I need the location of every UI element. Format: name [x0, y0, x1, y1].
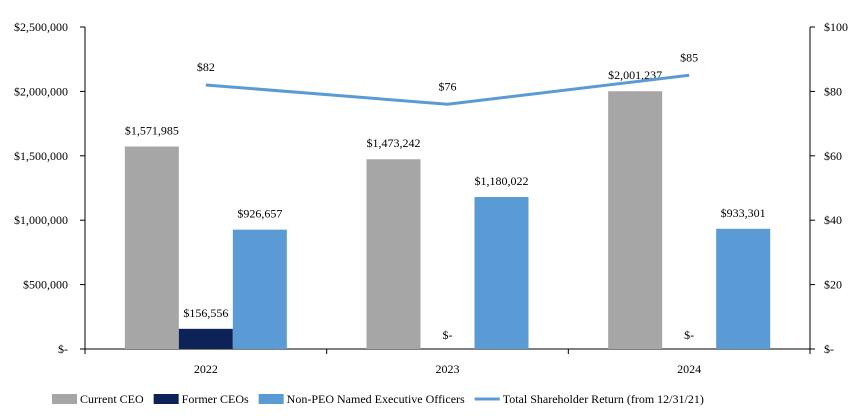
legend-label: Non-PEO Named Executive Officers — [287, 392, 465, 406]
bar — [124, 146, 179, 349]
bar-data-label: $156,556 — [183, 306, 228, 320]
bar-data-label: $1,571,985 — [125, 124, 179, 138]
legend-swatch — [52, 394, 77, 404]
tsr-line — [205, 73, 690, 106]
tsr-data-label: $76 — [439, 79, 457, 93]
y-left-tick-label: $500,000 — [23, 278, 68, 292]
legend-label: Former CEOs — [182, 392, 249, 406]
bar-data-label: $- — [443, 328, 453, 342]
y-left-tick-label: $2,000,000 — [14, 84, 68, 98]
y-left-tick-label: $- — [58, 342, 68, 356]
y-right-tick-label: $100 — [824, 20, 848, 34]
bar — [474, 197, 529, 349]
y-right-tick-label: $60 — [824, 149, 842, 163]
x-tick-label: 2022 — [194, 362, 218, 376]
bar — [178, 328, 233, 349]
x-tick-label: 2024 — [677, 362, 701, 376]
y-right-tick-label: $- — [824, 342, 834, 356]
bar — [608, 91, 663, 350]
x-tick-label: 2023 — [436, 362, 460, 376]
legend-label: Total Shareholder Return (from 12/31/21) — [503, 392, 704, 406]
bar-data-label: $- — [684, 328, 694, 342]
bar — [232, 229, 287, 349]
y-right-tick-label: $40 — [824, 213, 842, 227]
plot-area: $- $500,000 $1,000,000 $1,500,000 $2,000,000… — [14, 20, 848, 376]
y-right-tick-label: $20 — [824, 278, 842, 292]
y-left-tick-label: $2,500,000 — [14, 20, 68, 34]
legend-swatch — [258, 394, 284, 404]
bar-data-label: $1,180,022 — [475, 174, 529, 188]
bar — [716, 228, 771, 349]
y-left-tick-label: $1,000,000 — [14, 213, 68, 227]
bar-data-label: $926,657 — [237, 207, 282, 221]
legend: Current CEO Former CEOs Non-PEO Named Exec… — [52, 392, 704, 406]
bar — [366, 159, 421, 349]
tsr-data-label: $82 — [197, 60, 215, 74]
y-left-tick-label: $1,500,000 — [14, 149, 68, 163]
legend-swatch — [153, 394, 179, 404]
y-right-tick-label: $80 — [824, 84, 842, 98]
tsr-data-label: $85 — [680, 50, 698, 64]
bar-data-label: $1,473,242 — [367, 136, 421, 150]
bar-data-label: $933,301 — [721, 206, 766, 220]
legend-label: Current CEO — [80, 392, 144, 406]
